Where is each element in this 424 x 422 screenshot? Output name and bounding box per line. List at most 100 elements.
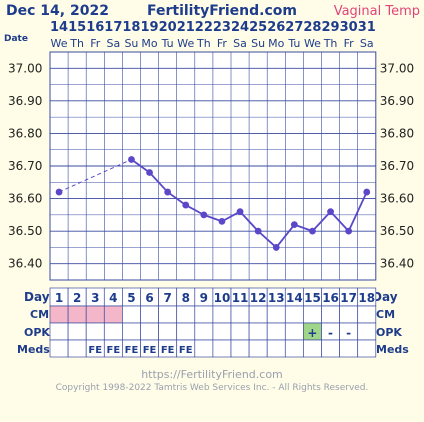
temp-grid bbox=[49, 51, 377, 281]
cm-cell bbox=[230, 305, 250, 324]
y-tick-label-right: 36.70 bbox=[380, 159, 414, 173]
day-number: 11 bbox=[232, 291, 249, 305]
opk-cell bbox=[176, 322, 196, 341]
cm-cell bbox=[140, 305, 159, 324]
meds-cell bbox=[67, 339, 87, 358]
chart-date: Dec 14, 2022 bbox=[6, 3, 109, 19]
meds-cell bbox=[194, 339, 214, 358]
meds-value: FE bbox=[143, 345, 157, 356]
footer-copyright: Copyright 1998-2022 Tamtris Web Services… bbox=[56, 383, 369, 393]
date-label: 19 bbox=[141, 20, 159, 35]
day-number: 7 bbox=[163, 291, 171, 305]
meds-cell bbox=[303, 339, 322, 358]
cm-cell bbox=[85, 305, 105, 324]
weekday-label: Fr bbox=[344, 37, 355, 50]
opk-value: - bbox=[346, 326, 351, 340]
weekday-label: Sa bbox=[106, 37, 120, 50]
weekday-label: Tu bbox=[161, 37, 174, 50]
temp-point bbox=[309, 227, 316, 235]
weekday-label: Su bbox=[251, 37, 265, 50]
series-segment bbox=[221, 210, 241, 223]
y-tick-label-right: 36.50 bbox=[380, 224, 414, 238]
temp-point bbox=[128, 156, 135, 163]
weekday-label: Tu bbox=[287, 37, 300, 50]
row-cells: 1 2 3 4 5 6 7 8 9 10 11 12 13 14 15 16 17 18+ - -FE FE FE FE FE… bbox=[49, 287, 377, 358]
date-label: 30 bbox=[340, 20, 358, 35]
weekday-label: Th bbox=[69, 37, 84, 50]
opk-cell bbox=[67, 322, 87, 341]
series-segment bbox=[275, 224, 296, 248]
opk-cell bbox=[357, 322, 377, 341]
opk-row-label-right: OPK bbox=[376, 326, 402, 339]
cm-cell bbox=[284, 305, 304, 324]
meds-cell bbox=[49, 339, 69, 358]
cm-cell bbox=[194, 305, 214, 324]
opk-cell bbox=[284, 322, 304, 341]
weekday-label: We bbox=[51, 37, 68, 50]
day-number: 12 bbox=[250, 291, 267, 305]
y-axis-left: 37.00 36.90 36.80 36.70 36.60 36.50 36.40 bbox=[8, 61, 42, 270]
weekday-label: Th bbox=[196, 37, 211, 50]
series-segment bbox=[257, 230, 277, 249]
opk-cell bbox=[212, 322, 232, 341]
y-tick-label: 36.60 bbox=[8, 192, 42, 206]
date-label: 31 bbox=[358, 20, 376, 35]
weekday-label: Su bbox=[124, 37, 138, 50]
y-tick-label: 36.70 bbox=[8, 159, 42, 173]
temp-point bbox=[164, 188, 172, 196]
cm-cell bbox=[67, 305, 87, 324]
date-label: 26 bbox=[267, 20, 285, 35]
weekday-label: We bbox=[304, 37, 321, 50]
day-number: 17 bbox=[340, 291, 357, 305]
weekday-label: Mo bbox=[141, 37, 157, 50]
temp-point bbox=[363, 188, 371, 196]
meds-cell bbox=[230, 339, 250, 358]
date-label: 21 bbox=[177, 20, 195, 35]
weekday-label: We bbox=[177, 37, 194, 50]
y-axis-right: 37.00 36.90 36.80 36.70 36.60 36.50 36.40 bbox=[380, 61, 414, 270]
cm-cell bbox=[321, 305, 340, 324]
opk-cell bbox=[122, 322, 141, 341]
temp-point bbox=[345, 227, 353, 235]
y-tick-label: 36.40 bbox=[8, 257, 42, 271]
opk-cell bbox=[158, 322, 178, 341]
day-row-label: Day bbox=[24, 290, 50, 304]
date-label: 14 bbox=[50, 20, 68, 35]
meds-cell bbox=[321, 339, 340, 358]
date-label: 15 bbox=[68, 20, 86, 35]
date-label: 27 bbox=[285, 20, 303, 35]
cm-row-label-right: CM bbox=[376, 308, 395, 321]
y-tick-label-right: 36.80 bbox=[380, 126, 414, 140]
opk-cell bbox=[103, 322, 123, 341]
day-number: 18 bbox=[358, 291, 375, 305]
y-tick-label: 37.00 bbox=[8, 61, 42, 75]
temp-series bbox=[55, 156, 371, 251]
footer-url[interactable]: https://FertilityFriend.com bbox=[141, 368, 283, 381]
date-label: 29 bbox=[322, 20, 340, 35]
temp-point bbox=[146, 169, 153, 176]
day-row-label-right: Day bbox=[372, 290, 398, 304]
weekday-label: Sa bbox=[360, 37, 374, 50]
cm-cell bbox=[158, 305, 178, 324]
date-row: 14 15 16 17 18 19 20 21 22 23 24 25 26 27 28 29 30 31 bbox=[50, 20, 376, 35]
day-number: 1 bbox=[55, 291, 63, 305]
opk-value: - bbox=[328, 326, 333, 340]
date-label: 28 bbox=[303, 20, 321, 35]
temp-point bbox=[327, 208, 334, 216]
day-number: 6 bbox=[145, 291, 153, 305]
opk-cell bbox=[266, 322, 286, 341]
y-tick-label: 36.50 bbox=[8, 224, 42, 238]
weekday-label: Fr bbox=[90, 37, 101, 50]
date-label: 22 bbox=[195, 20, 213, 35]
date-label: 23 bbox=[213, 20, 231, 35]
temp-point bbox=[200, 211, 208, 219]
cm-cell bbox=[339, 305, 359, 324]
y-tick-label-right: 36.90 bbox=[380, 94, 414, 108]
y-tick-label-right: 37.00 bbox=[380, 61, 414, 75]
date-label: 25 bbox=[249, 20, 267, 35]
series-segment bbox=[148, 171, 169, 193]
day-number: 13 bbox=[268, 291, 285, 305]
series-segment bbox=[347, 191, 368, 232]
cm-cell bbox=[212, 305, 232, 324]
